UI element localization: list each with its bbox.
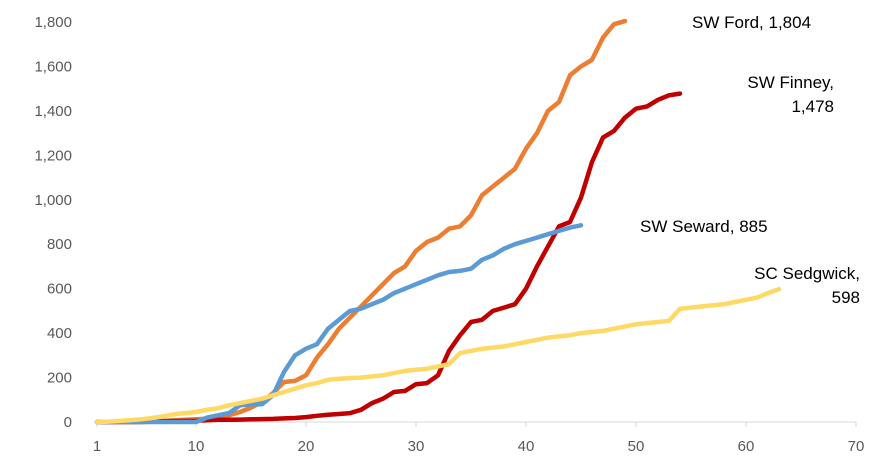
y-tick-label: 1,000: [34, 192, 72, 209]
series-label-sw-seward: SW Seward, 885: [640, 217, 768, 236]
x-tick-label: 10: [188, 438, 205, 455]
y-tick-label: 1,400: [34, 103, 72, 120]
series-label-line: SW Ford, 1,804: [692, 13, 811, 32]
y-tick-label: 1,600: [34, 58, 72, 75]
series-label-line: 1,478: [791, 97, 834, 116]
series-label-line: 598: [832, 288, 860, 307]
series-label-sc-sedgwick: SC Sedgwick, 598: [754, 264, 860, 307]
series-label-sw-finney: SW Finney, 1,478: [747, 73, 834, 116]
x-tick-label: 70: [848, 438, 865, 455]
series-line-sw-ford: [94, 18, 628, 425]
x-tick-label: 50: [628, 438, 645, 455]
x-tick-label: 40: [518, 438, 535, 455]
series-lines: [94, 18, 782, 425]
y-tick-label: 200: [47, 370, 72, 387]
y-tick-label: 600: [47, 281, 72, 298]
y-tick-label: 1,200: [34, 147, 72, 164]
series-label-line: SC Sedgwick,: [754, 264, 860, 283]
series-labels: SW Ford, 1,804 SW Finney, 1,478 SW Seward, …: [640, 13, 860, 307]
series-line-sw-seward: [94, 223, 584, 425]
y-tick-label: 800: [47, 236, 72, 253]
x-tick-label: 1: [93, 438, 101, 455]
series-label-sw-ford: SW Ford, 1,804: [692, 13, 811, 32]
x-axis: 1 10 20 30 40 50 60 70: [93, 421, 865, 455]
y-tick-label: 0: [64, 414, 72, 431]
y-tick-label: 1,800: [34, 14, 72, 31]
x-tick-label: 20: [298, 438, 315, 455]
series-label-line: SW Seward, 885: [640, 217, 768, 236]
y-tick-label: 400: [47, 325, 72, 342]
y-axis-tick-labels: 0 200 400 600 800 1,000 1,200 1,400 1,600 1,800: [34, 14, 72, 431]
x-tick-label: 30: [408, 438, 425, 455]
series-label-line: SW Finney,: [747, 73, 834, 92]
x-tick-label: 60: [738, 438, 755, 455]
series-line-sc-sedgwick: [94, 286, 782, 425]
